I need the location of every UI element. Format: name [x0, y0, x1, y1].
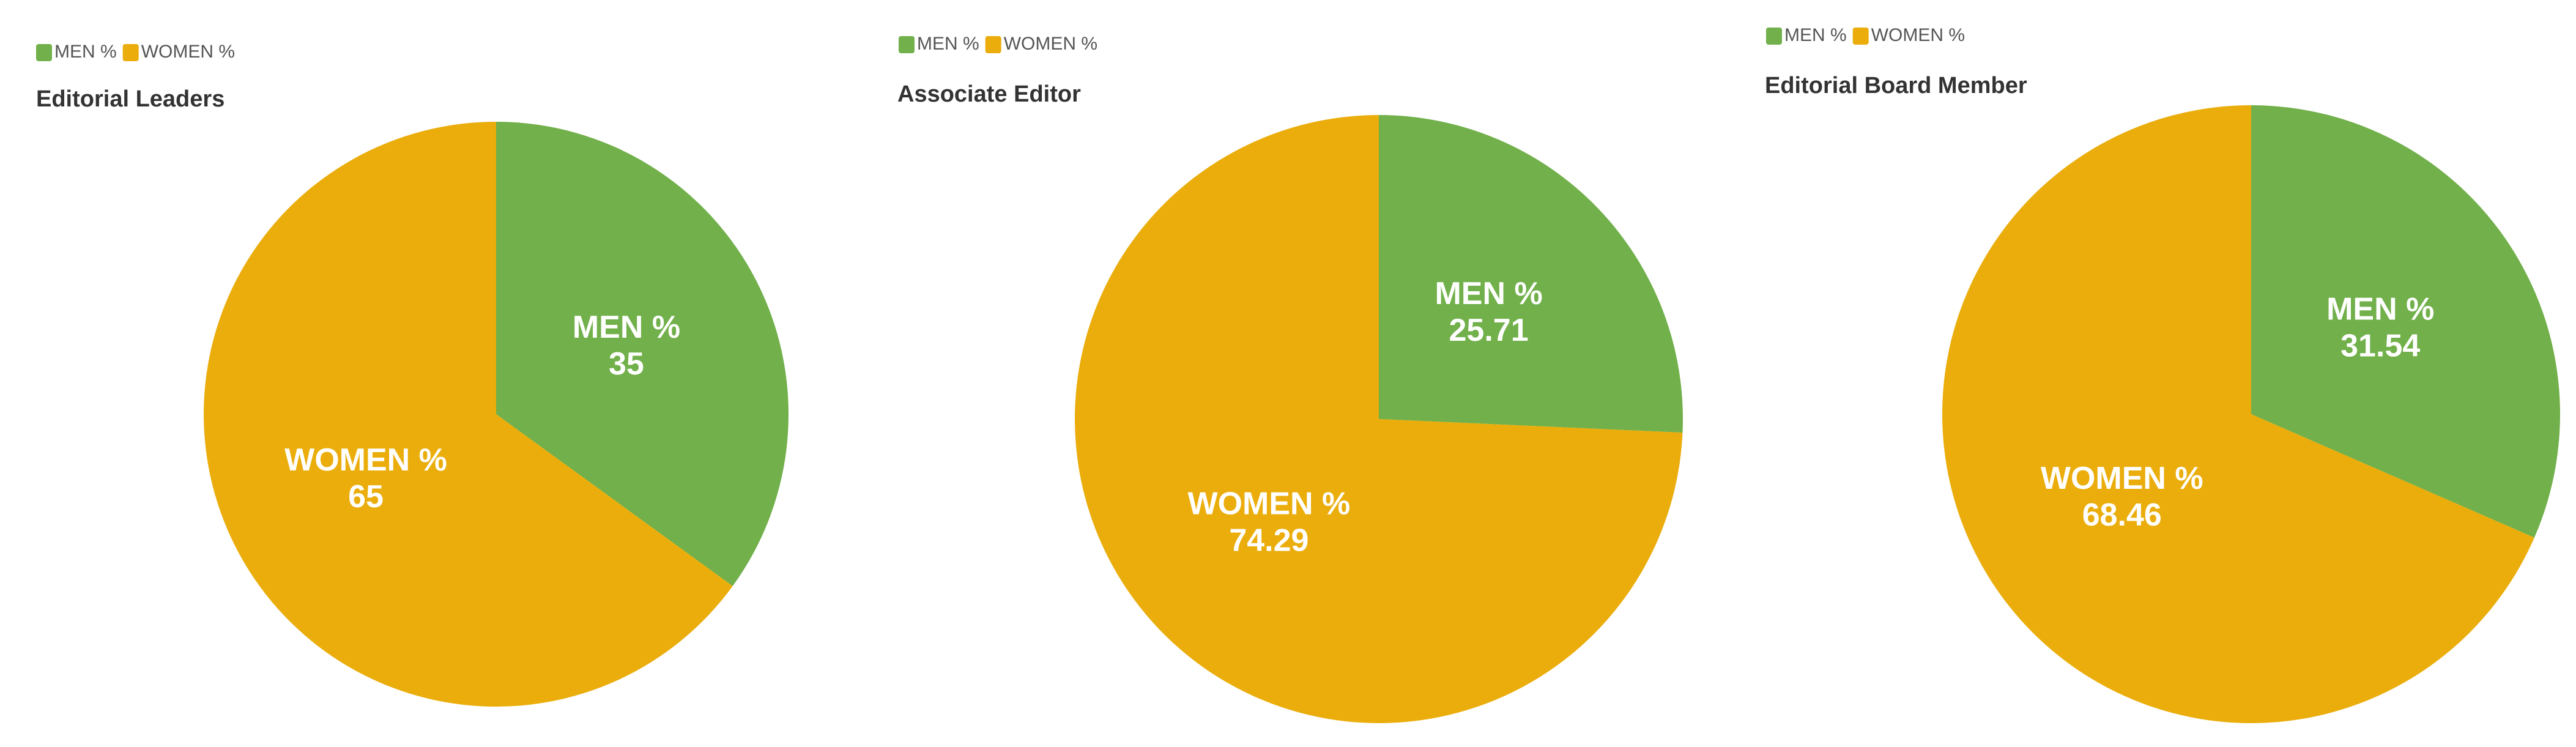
pie-slice: [2251, 105, 2560, 538]
slice-label-value: 25.71: [1449, 313, 1529, 348]
pie-slice: [1075, 115, 1683, 724]
pie-slice: [1942, 105, 2534, 723]
slice-label-value: 68.46: [2082, 497, 2162, 533]
slice-label-name: WOMEN %: [284, 442, 447, 478]
slice-label-name: WOMEN %: [1188, 486, 1351, 521]
legend-swatch: [985, 36, 1001, 53]
pie-slice: [1379, 115, 1683, 433]
legend-swatch: [1852, 28, 1869, 45]
chart-title: Editorial Board Member: [1765, 73, 2027, 98]
legend-label: WOMEN %: [1871, 25, 1965, 45]
legend-label: WOMEN %: [1004, 34, 1097, 54]
slice-label-value: 35: [609, 346, 644, 382]
legend-swatch: [1766, 28, 1782, 45]
pie-slice: [496, 122, 789, 586]
legend-swatch: [36, 44, 52, 61]
slice-label-value: 31.54: [2340, 328, 2420, 363]
legend-label: MEN %: [1784, 25, 1847, 45]
legend-label: MEN %: [54, 42, 117, 62]
legend-label: WOMEN %: [141, 42, 235, 62]
pie-slice: [203, 122, 733, 707]
slice-label-value: 74.29: [1229, 522, 1308, 558]
slice-label-value: 65: [348, 479, 384, 515]
chart-title: Editorial Leaders: [36, 86, 225, 112]
slice-label-name: MEN %: [1435, 276, 1542, 311]
slice-label-name: MEN %: [2326, 291, 2434, 327]
legend-swatch: [899, 36, 915, 53]
chart-title: Associate Editor: [897, 81, 1081, 107]
slice-label-name: WOMEN %: [2041, 461, 2203, 496]
legend-label: MEN %: [917, 34, 979, 54]
slice-label-name: MEN %: [573, 310, 680, 345]
legend-swatch: [122, 44, 139, 61]
